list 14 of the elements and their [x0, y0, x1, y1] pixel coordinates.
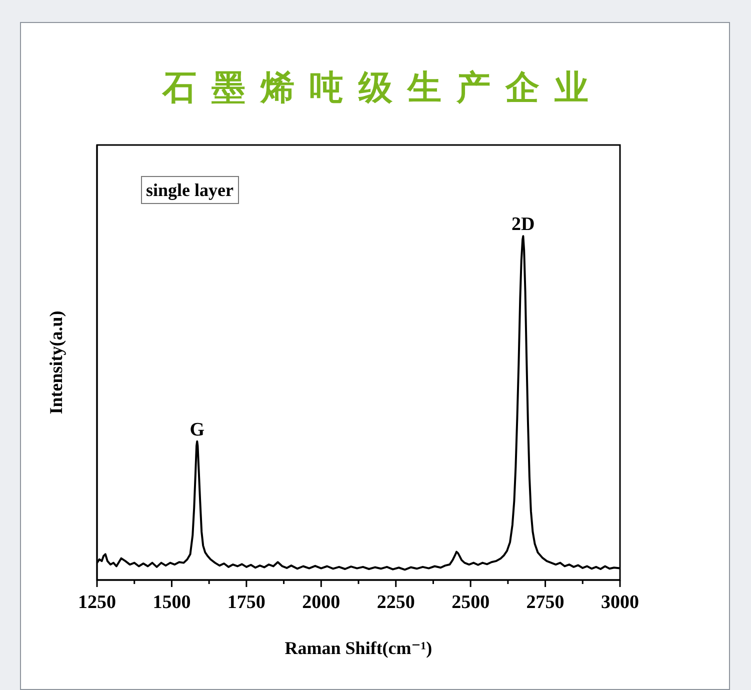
chart-title: 石墨烯吨级生产企业 — [161, 68, 604, 108]
x-tick-label: 2750 — [526, 592, 564, 613]
x-tick-label: 1250 — [78, 592, 116, 613]
y-axis-title: Intensity(a.u) — [46, 310, 66, 414]
x-tick-label: 1500 — [152, 592, 191, 613]
x-tick-label: 2000 — [302, 592, 340, 613]
annotation: G — [190, 419, 205, 440]
annotation: 2D — [512, 214, 535, 236]
x-axis-title: Raman Shift(cm⁻¹) — [284, 638, 432, 658]
x-tick-label: 2250 — [376, 592, 415, 613]
x-tick-label: 1750 — [227, 592, 266, 613]
x-tick-label: 3000 — [601, 592, 639, 613]
text: single layer — [141, 176, 238, 204]
x-tick-label: 2500 — [452, 592, 490, 613]
